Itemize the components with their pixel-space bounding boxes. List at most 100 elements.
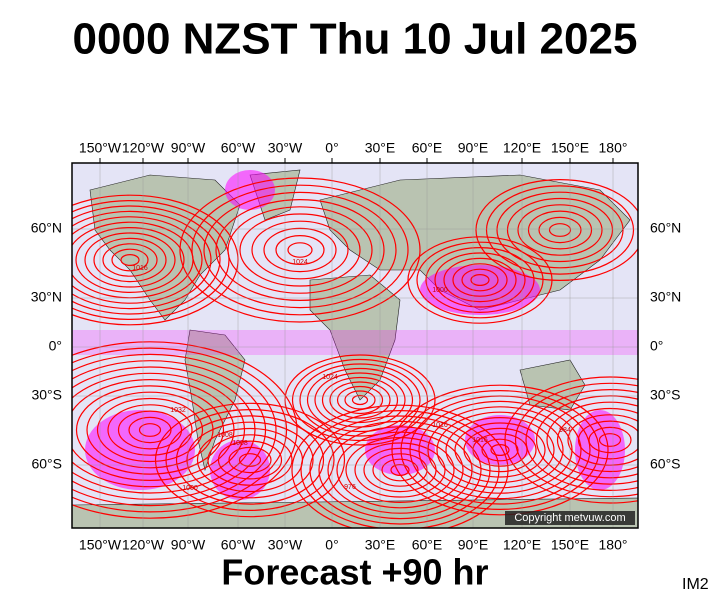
isobar <box>344 390 376 410</box>
copyright: Copyright metvuw.com <box>514 512 625 524</box>
lat-label-left: 0° <box>49 338 62 354</box>
lat-label-left: 30°S <box>31 387 62 403</box>
isobar-label: 1008 <box>232 440 248 447</box>
isobar <box>165 409 335 512</box>
lon-label-top: 60°W <box>221 140 256 156</box>
isobar <box>263 227 337 273</box>
isobar <box>196 427 304 493</box>
lon-label-top: 120°E <box>503 140 541 156</box>
isobar <box>191 184 409 316</box>
isobar <box>461 268 499 292</box>
isobar <box>318 420 482 520</box>
isobar <box>598 433 622 447</box>
isobar-label: 1016 <box>432 422 448 429</box>
isobar <box>72 200 230 320</box>
isobar <box>217 440 283 480</box>
isobar <box>154 402 346 518</box>
isobar <box>351 394 369 406</box>
isobar <box>463 427 537 473</box>
isobar <box>504 376 638 504</box>
isobar <box>496 191 624 269</box>
isobar-label: 1000 <box>182 485 198 492</box>
lon-label-top: 0° <box>325 140 338 156</box>
isobar <box>470 274 490 287</box>
lon-label-top: 90°E <box>458 140 489 156</box>
title: 0000 NZST Thu 10 Jul 2025 <box>73 15 638 64</box>
isobar <box>102 243 158 277</box>
isobar <box>120 254 140 267</box>
lon-label-top: 150°W <box>79 140 122 156</box>
lat-label-right: 0° <box>650 338 663 354</box>
isobar <box>425 247 535 314</box>
isobar <box>138 423 162 437</box>
lon-label-bottom: 120°W <box>122 537 165 553</box>
lat-label-right: 60°N <box>650 220 681 236</box>
isobar <box>329 381 391 419</box>
lon-label-top: 180° <box>599 140 628 156</box>
isobar <box>72 210 212 310</box>
isobar <box>538 216 582 244</box>
isobar <box>175 415 325 505</box>
isobar <box>72 366 256 494</box>
isobar <box>517 204 603 256</box>
lon-label-bottom: 60°W <box>221 537 256 553</box>
lon-label-top: 60°E <box>412 140 443 156</box>
isobar <box>336 385 384 415</box>
isobar <box>72 347 288 513</box>
isobar <box>291 404 509 528</box>
lat-label-right: 30°N <box>650 289 681 305</box>
isobar <box>514 382 638 498</box>
isobar <box>400 390 600 511</box>
lon-label-bottom: 150°E <box>551 537 589 553</box>
isobar <box>275 235 325 266</box>
isobar <box>548 223 572 237</box>
isobar-label: 976 <box>344 484 356 491</box>
isobar <box>443 257 517 303</box>
isobar <box>107 404 193 456</box>
isobar <box>128 416 172 444</box>
isobar <box>299 363 421 437</box>
graticule <box>72 163 638 528</box>
isobar <box>314 372 406 428</box>
isobar <box>506 197 614 263</box>
isobar <box>238 453 262 467</box>
isobar <box>475 179 638 281</box>
isobar <box>300 410 500 528</box>
isobar <box>556 407 638 473</box>
lat-label-left: 30°N <box>31 289 62 305</box>
isobar <box>490 444 510 457</box>
isobar <box>84 232 176 288</box>
isobar <box>418 400 582 500</box>
isobar-label: 1032 <box>170 407 186 414</box>
isobar <box>391 384 609 516</box>
isobar <box>354 442 446 498</box>
isobar <box>72 372 246 488</box>
isobar <box>96 397 204 463</box>
isobar <box>72 205 221 315</box>
lat-label-right: 30°S <box>650 387 681 403</box>
isobar-label: 1024 <box>292 259 308 266</box>
isobar-label: 1008 <box>217 432 233 439</box>
isobar <box>481 438 519 462</box>
isobar-label: 1016 <box>132 265 148 272</box>
isobar <box>75 385 225 475</box>
lon-label-top: 150°E <box>551 140 589 156</box>
isobar <box>452 263 508 297</box>
lon-label-bottom: 90°W <box>171 537 206 553</box>
isobar <box>309 415 491 525</box>
isobar <box>454 422 546 478</box>
isobar <box>546 401 638 479</box>
lon-label-bottom: 30°E <box>365 537 396 553</box>
isobar <box>306 367 414 433</box>
isobar-label: 984 <box>559 427 571 434</box>
lon-label-bottom: 120°E <box>503 537 541 553</box>
isobar <box>72 341 298 519</box>
lat-label-left: 60°S <box>31 456 62 472</box>
isobar <box>111 248 149 272</box>
map-frame <box>71 162 639 529</box>
isobar <box>445 417 555 484</box>
forecast-label: Forecast +90 hr <box>221 552 488 593</box>
isobar <box>436 411 564 489</box>
isobar <box>207 434 293 486</box>
